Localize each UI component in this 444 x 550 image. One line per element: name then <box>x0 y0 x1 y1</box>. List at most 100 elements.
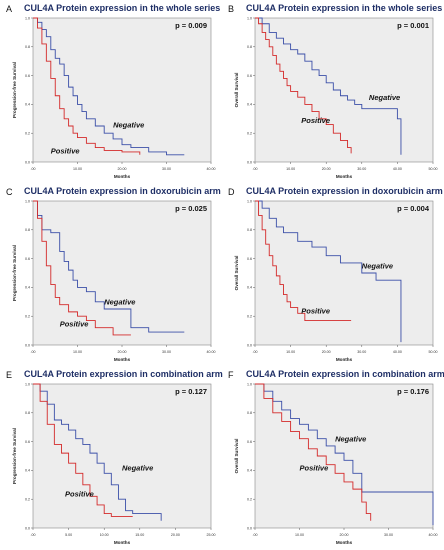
y-tick-label: 0.6 <box>247 74 252 78</box>
panel-d: D CUL4A Protein expression in doxorubici… <box>222 183 444 366</box>
x-tick-label: 50.00 <box>429 167 438 171</box>
y-tick-label: 0.2 <box>247 132 252 136</box>
survival-curve-negative <box>255 17 402 155</box>
x-tick-label: .00 <box>31 167 36 171</box>
series-label-positive: Positive <box>65 489 94 498</box>
y-tick-label: 0.0 <box>25 343 30 347</box>
y-tick-label: 0.4 <box>247 103 252 107</box>
x-tick-label: 40.00 <box>207 350 216 354</box>
p-value: p = 0.176 <box>397 387 429 396</box>
y-tick-label: 0.8 <box>247 411 252 415</box>
series-label-positive: Positive <box>300 463 329 472</box>
panel-letter: B <box>228 4 235 14</box>
km-plot: .00 5.00 10.00 15.00 20.00 25.00 0.0 0.2 0.4 0.6 0… <box>12 382 216 545</box>
x-tick-label: 30.00 <box>162 350 171 354</box>
y-axis-label: Progression-free Survival <box>12 428 17 484</box>
x-tick-label: 30.00 <box>357 167 366 171</box>
plot-area <box>254 17 434 163</box>
series-label-negative: Negative <box>335 435 366 444</box>
x-tick-label: 50.00 <box>429 350 438 354</box>
y-tick-label: 0.4 <box>247 469 252 473</box>
x-tick-label: 40.00 <box>393 350 402 354</box>
y-tick-label: 1.0 <box>247 16 252 20</box>
panel-f: F CUL4A Protein expression in combinatio… <box>222 366 444 549</box>
y-axis-label: Progression-free Survival <box>12 62 17 118</box>
series-label-positive: Positive <box>301 306 330 315</box>
panel-c: C CUL4A Protein expression in doxorubici… <box>0 183 222 366</box>
x-tick-label: .00 <box>31 350 36 354</box>
p-value: p = 0.001 <box>397 21 429 30</box>
panel-b: B CUL4A Protein expression in the whole … <box>222 0 444 183</box>
y-tick-label: 0.4 <box>25 286 30 290</box>
km-plot: .00 10.00 20.00 30.00 40.00 0.0 0.2 0.4 0.6 0.8 1.… <box>234 382 438 545</box>
y-tick-label: 0.8 <box>25 228 30 232</box>
x-tick-label: 15.00 <box>135 533 144 537</box>
y-tick-label: 1.0 <box>25 382 30 386</box>
panel-e: E CUL4A Protein expression in combinatio… <box>0 366 223 549</box>
y-tick-label: 0.6 <box>25 440 30 444</box>
y-tick-label: 0.6 <box>247 257 252 261</box>
y-tick-label: 0.4 <box>247 286 252 290</box>
km-plot: .00 10.00 20.00 30.00 40.00 50.00 0.0 0.2 0.4 0.6… <box>234 16 438 179</box>
survival-curve-negative <box>33 383 162 521</box>
y-tick-label: 0.0 <box>247 160 252 164</box>
y-tick-label: 0.6 <box>25 74 30 78</box>
panel-title: CUL4A Protein expression in doxorubicin … <box>24 186 221 196</box>
survival-curve-positive <box>255 200 352 321</box>
x-axis-label: Months <box>114 540 131 545</box>
p-value: p = 0.009 <box>175 21 207 30</box>
x-tick-label: 30.00 <box>162 167 171 171</box>
survival-curve-positive <box>255 383 372 521</box>
y-tick-label: 1.0 <box>247 382 252 386</box>
y-axis-label: Overall Survival <box>234 73 239 108</box>
x-tick-label: 10.00 <box>73 350 82 354</box>
survival-curve-negative <box>255 200 402 343</box>
y-tick-label: 0.6 <box>247 440 252 444</box>
y-tick-label: 0.2 <box>25 315 30 319</box>
x-axis-label: Months <box>336 174 353 179</box>
x-tick-label: 40.00 <box>207 167 216 171</box>
plot-area <box>254 200 434 346</box>
y-tick-label: 0.4 <box>25 469 30 473</box>
y-tick-label: 1.0 <box>247 199 252 203</box>
series-label-positive: Positive <box>301 116 330 125</box>
y-tick-label: 0.0 <box>25 160 30 164</box>
series-label-negative: Negative <box>362 262 393 271</box>
series-label-positive: Positive <box>51 146 80 155</box>
panel-letter: F <box>228 370 234 380</box>
plot-area <box>32 383 212 529</box>
p-value: p = 0.025 <box>175 204 207 213</box>
panel-title: CUL4A Protein expression in combination … <box>24 369 223 379</box>
survival-curve-negative <box>255 383 434 526</box>
x-tick-label: 20.00 <box>322 167 331 171</box>
survival-curve-negative <box>33 17 185 156</box>
x-tick-label: .00 <box>253 350 258 354</box>
x-tick-label: 10.00 <box>295 533 304 537</box>
survival-curve-positive <box>33 17 141 155</box>
km-plot: .00 10.00 20.00 30.00 40.00 0.0 0.2 0.4 0.6 0.8 1.… <box>12 199 216 362</box>
panel-title: CUL4A Protein expression in combination … <box>246 369 444 379</box>
x-tick-label: 20.00 <box>171 533 180 537</box>
x-tick-label: 5.00 <box>65 533 72 537</box>
p-value: p = 0.004 <box>397 204 430 213</box>
series-label-positive: Positive <box>60 319 89 328</box>
y-axis-label: Progression-free Survival <box>12 245 17 301</box>
y-axis-label: Overall Survival <box>234 256 239 291</box>
panel-letter: E <box>6 370 13 380</box>
series-label-negative: Negative <box>369 93 400 102</box>
x-axis-label: Months <box>114 357 131 362</box>
x-tick-label: .00 <box>253 533 258 537</box>
y-tick-label: 0.0 <box>25 526 30 530</box>
panel-letter: A <box>6 4 13 14</box>
x-tick-label: 20.00 <box>118 167 127 171</box>
x-axis-label: Months <box>336 540 353 545</box>
x-tick-label: 30.00 <box>357 350 366 354</box>
y-tick-label: 1.0 <box>25 199 30 203</box>
panel-letter: D <box>228 187 235 197</box>
x-axis-label: Months <box>336 357 353 362</box>
survival-curve-negative <box>33 200 185 333</box>
x-tick-label: .00 <box>253 167 258 171</box>
x-tick-label: 20.00 <box>322 350 331 354</box>
y-tick-label: 0.4 <box>25 103 30 107</box>
y-tick-label: 0.8 <box>25 411 30 415</box>
